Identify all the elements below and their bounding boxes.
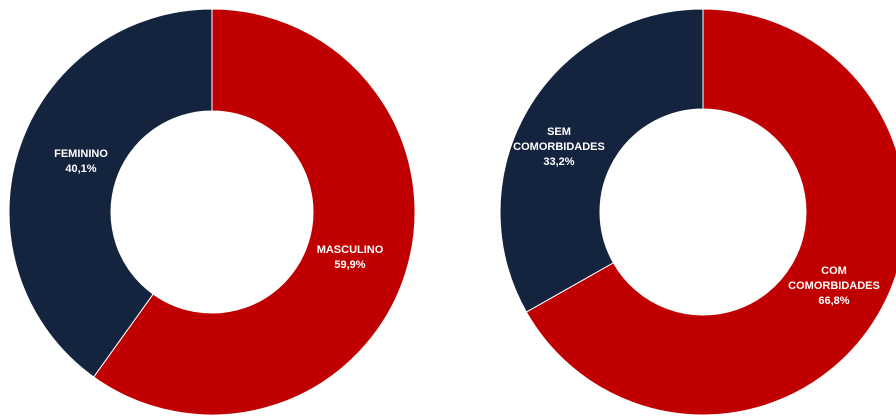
slice-sem-comorbidades (499, 8, 704, 313)
slice-value-label: 66,8% (818, 295, 849, 307)
slice-name-label: COMORBIDADES (513, 141, 605, 153)
slice-name-label: COMORBIDADES (788, 280, 880, 292)
slice-label-com-comorbidades: COM COMORBIDADES 66,8% (788, 265, 880, 307)
slice-com-comorbidades (525, 8, 896, 416)
slice-label-masculino: MASCULINO 59,9% (317, 244, 384, 271)
slice-label-feminino: FEMININO 40,1% (54, 148, 108, 175)
donut-chart-1: MASCULINO 59,9% FEMININO 40,1% (8, 8, 416, 416)
slice-name-label: FEMININO (54, 148, 108, 160)
slice-masculino (93, 8, 416, 416)
slice-value-label: 59,9% (334, 259, 365, 271)
slice-name-label: SEM (547, 126, 571, 138)
donut-chart-2: COM COMORBIDADES 66,8% SEM COMORBIDADES 33,2% (499, 8, 896, 416)
slice-value-label: 40,1% (65, 163, 96, 175)
slice-name-label: MASCULINO (317, 244, 384, 256)
slice-name-label: COM (821, 265, 847, 277)
slice-value-label: 33,2% (543, 156, 574, 168)
slice-feminino (8, 8, 213, 378)
slice-label-sem-comorbidades: SEM COMORBIDADES 33,2% (513, 126, 605, 168)
